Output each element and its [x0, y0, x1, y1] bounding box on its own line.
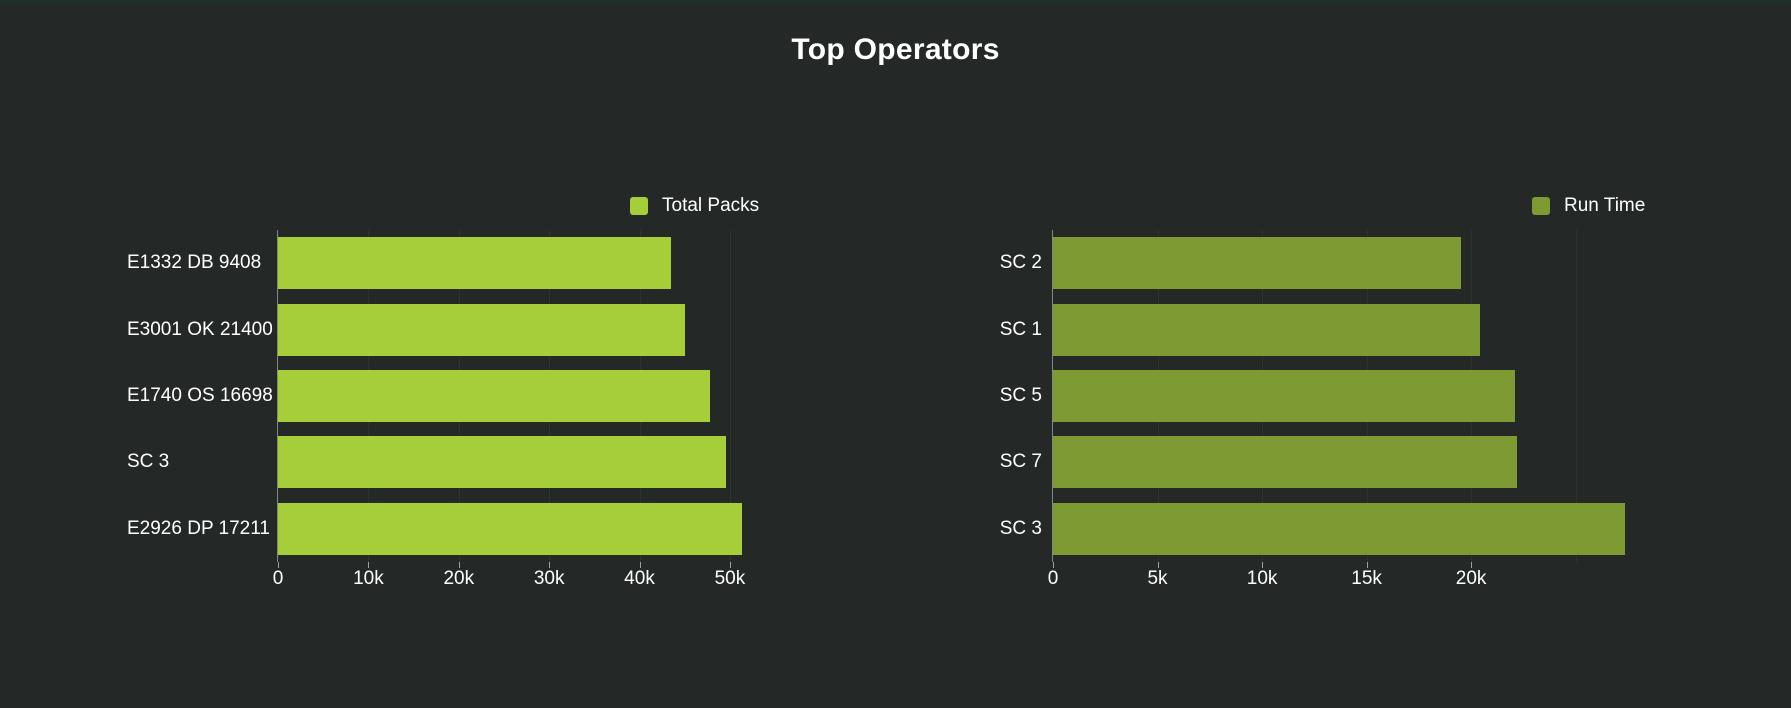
x-tick-mark: [458, 562, 460, 568]
legend-label-total-packs: Total Packs: [662, 195, 760, 216]
plot-area-run-time: [1052, 230, 1630, 562]
legend-swatch-run-time: [1532, 197, 1550, 215]
x-tick-mark: [1366, 562, 1368, 568]
x-tick-label-total-packs-4: 40k: [624, 568, 655, 589]
bar-row: [1053, 429, 1630, 495]
bar-run-time-2[interactable]: [1053, 369, 1515, 422]
legend-swatch-total-packs: [630, 197, 648, 215]
bar-row: [1053, 496, 1630, 562]
gridline: [1575, 230, 1577, 562]
category-label-total-packs-0: E1332 DB 9408: [127, 252, 262, 274]
bar-row: [1053, 296, 1630, 362]
legend-total-packs[interactable]: Total Packs: [630, 195, 760, 216]
legend-run-time[interactable]: Run Time: [1532, 195, 1646, 216]
gridline: [729, 230, 731, 562]
bar-total-packs-4[interactable]: [278, 502, 742, 555]
x-tick-mark: [1157, 562, 1159, 568]
bar-total-packs-1[interactable]: [278, 303, 685, 356]
x-tick-mark: [639, 562, 641, 568]
x-tick-label-total-packs-2: 20k: [443, 568, 475, 589]
x-tick-label-run-time-0: 0: [1047, 568, 1059, 589]
bar-row: [278, 429, 748, 495]
bar-row: [278, 230, 748, 296]
category-label-total-packs-2: E1740 OS 16698: [127, 384, 273, 406]
x-tick-mark: [1262, 562, 1264, 568]
category-label-total-packs-4: E2926 DP 17211: [127, 517, 270, 539]
x-tick-mark: [729, 562, 731, 568]
bar-run-time-0[interactable]: [1053, 237, 1461, 290]
x-tick-label-run-time-4: 20k: [1455, 568, 1487, 589]
bar-row: [278, 296, 748, 362]
x-tick-label-run-time-3: 15k: [1351, 568, 1382, 589]
x-tick-mark: [1053, 562, 1054, 568]
x-tick-label-total-packs-1: 10k: [353, 568, 384, 589]
legend-label-run-time: Run Time: [1564, 195, 1646, 216]
x-tick-label-run-time-2: 10k: [1246, 568, 1278, 589]
x-tick-label-total-packs-5: 50k: [714, 568, 746, 589]
bar-run-time-3[interactable]: [1053, 436, 1518, 489]
bar-row: [1053, 363, 1630, 429]
y-axis-line-total-packs: [277, 230, 278, 562]
page-title: Top Operators: [791, 33, 1000, 66]
x-tick-label-total-packs-3: 30k: [533, 568, 565, 589]
bar-run-time-1[interactable]: [1053, 303, 1480, 356]
category-label-run-time-4: SC 3: [999, 517, 1042, 539]
category-label-total-packs-1: E3001 OK 21400: [127, 318, 273, 340]
x-tick-label-run-time-1: 5k: [1147, 568, 1168, 589]
top-edge-strip: [0, 0, 1791, 3]
bar-row: [278, 496, 748, 562]
x-tick-mark: [368, 562, 370, 568]
bar-total-packs-3[interactable]: [278, 436, 727, 489]
category-label-run-time-2: SC 5: [999, 384, 1042, 406]
bar-row: [1053, 230, 1630, 296]
bar-total-packs-0[interactable]: [278, 237, 672, 290]
x-tick-mark: [278, 562, 279, 568]
bar-row: [278, 363, 748, 429]
category-label-run-time-1: SC 1: [999, 318, 1042, 340]
category-label-run-time-0: SC 2: [999, 252, 1042, 274]
bar-run-time-4[interactable]: [1053, 502, 1625, 555]
bar-total-packs-2[interactable]: [278, 369, 710, 422]
category-label-run-time-3: SC 7: [999, 451, 1042, 473]
y-axis-line-run-time: [1052, 230, 1053, 562]
x-tick-label-total-packs-0: 0: [272, 568, 284, 589]
x-tick-mark: [549, 562, 551, 568]
x-tick-mark: [1471, 562, 1473, 568]
plot-area-total-packs: [277, 230, 748, 562]
category-label-total-packs-3: SC 3: [127, 451, 170, 473]
